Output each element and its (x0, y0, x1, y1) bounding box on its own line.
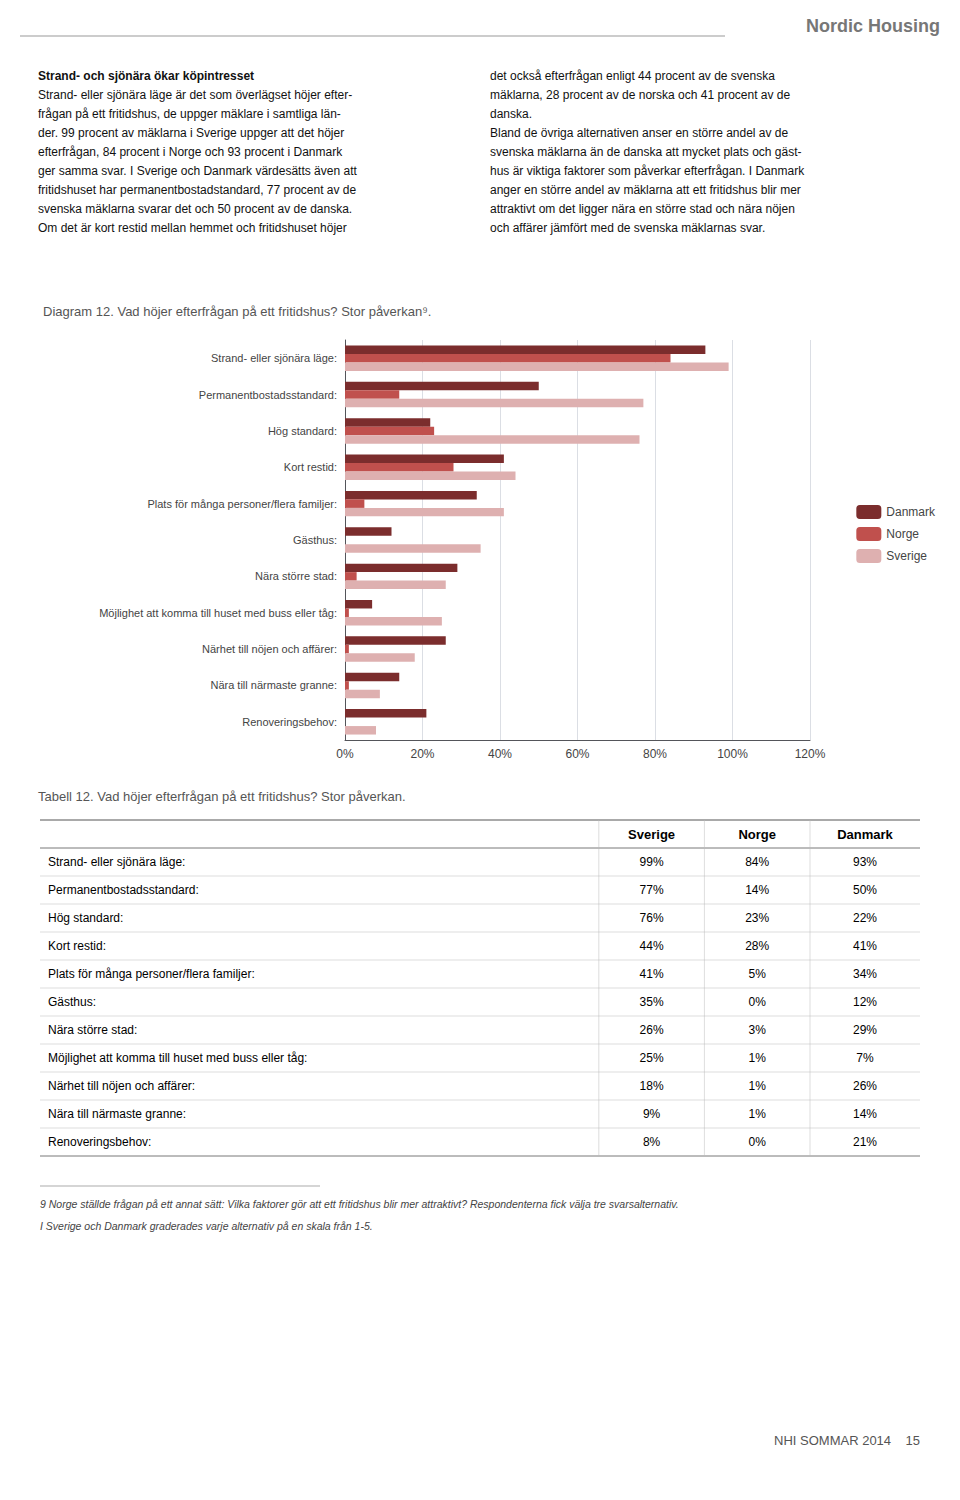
svg-text:0%: 0% (336, 747, 354, 761)
svg-text:Gästhus:: Gästhus: (48, 995, 96, 1009)
svg-text:Tabell 12. Vad höjer efterfråg: Tabell 12. Vad höjer efterfrågan på ett … (38, 789, 406, 804)
svg-text:Permanentbostadsstandard:: Permanentbostadsstandard: (48, 883, 199, 897)
svg-text:9%: 9% (643, 1107, 661, 1121)
svg-text:93%: 93% (853, 855, 877, 869)
svg-text:danska.: danska. (490, 107, 532, 121)
svg-text:Hög standard:: Hög standard: (268, 425, 337, 437)
svg-text:Nära större stad:: Nära större stad: (255, 570, 337, 582)
svg-text:1%: 1% (749, 1051, 767, 1065)
svg-text:35%: 35% (640, 995, 664, 1009)
svg-text:21%: 21% (853, 1135, 877, 1149)
svg-text:76%: 76% (640, 911, 664, 925)
svg-text:Plats för många personer/flera: Plats för många personer/flera familjer: (147, 498, 337, 510)
svg-text:Möjlighet att komma till huset: Möjlighet att komma till huset med buss … (48, 1051, 307, 1065)
svg-text:Hög standard:: Hög standard: (48, 911, 123, 925)
svg-text:1%: 1% (749, 1107, 767, 1121)
svg-text:NHI SOMMAR 2014 15: NHI SOMMAR 2014 15 (774, 1433, 920, 1448)
svg-text:efterfrågan, 84 procent i Norg: efterfrågan, 84 procent i Norge och 93 p… (38, 145, 343, 159)
svg-text:14%: 14% (853, 1107, 877, 1121)
svg-text:120%: 120% (795, 747, 826, 761)
svg-text:Bland de övriga alternativen a: Bland de övriga alternativen anser en st… (490, 126, 789, 140)
svg-text:och affärer jämfört med de sve: och affärer jämfört med de svenska mäkla… (490, 221, 765, 235)
svg-text:34%: 34% (853, 967, 877, 981)
svg-text:ger samma svar. I Sverige och: ger samma svar. I Sverige och Danmark vä… (38, 164, 357, 178)
svg-text:12%: 12% (853, 995, 877, 1009)
svg-text:Om det är kort restid mellan h: Om det är kort restid mellan hemmet och … (38, 221, 347, 235)
svg-text:1%: 1% (749, 1079, 767, 1093)
svg-text:Strand- eller sjönära läge är: Strand- eller sjönära läge är det som öv… (38, 88, 352, 102)
svg-text:Strand- eller sjönära läge:: Strand- eller sjönära läge: (48, 855, 185, 869)
svg-text:Nordic Housing: Nordic Housing (806, 16, 940, 36)
svg-text:Sverige: Sverige (628, 827, 675, 842)
svg-text:Strand- och sjönära ökar köpin: Strand- och sjönära ökar köpintresset (38, 69, 254, 83)
svg-text:der. 99 procent av mäklarna i: der. 99 procent av mäklarna i Sverige up… (38, 126, 344, 140)
svg-text:25%: 25% (640, 1051, 664, 1065)
svg-text:8%: 8% (643, 1135, 661, 1149)
svg-text:Närhet till nöjen och affärer:: Närhet till nöjen och affärer: (48, 1079, 195, 1093)
svg-text:Nära till närmaste granne:: Nära till närmaste granne: (48, 1107, 186, 1121)
svg-text:23%: 23% (745, 911, 769, 925)
svg-text:41%: 41% (853, 939, 877, 953)
svg-text:anger en större andel av mäkla: anger en större andel av mäklarna att et… (490, 183, 801, 197)
svg-text:41%: 41% (640, 967, 664, 981)
svg-text:20%: 20% (410, 747, 434, 761)
svg-text:mäklarna, 28 procent av de nor: mäklarna, 28 procent av de norska och 41… (490, 88, 791, 102)
svg-text:det också efterfrågan enligt 4: det också efterfrågan enligt 44 procent … (490, 69, 775, 83)
svg-text:frågan på ett fritidshus, de u: frågan på ett fritidshus, de uppger mäkl… (38, 107, 341, 121)
svg-text:Plats för många personer/flera: Plats för många personer/flera familjer: (48, 967, 255, 981)
svg-text:100%: 100% (717, 747, 748, 761)
svg-text:Norge: Norge (738, 827, 776, 842)
svg-text:Gästhus:: Gästhus: (293, 534, 337, 546)
svg-text:Renoveringsbehov:: Renoveringsbehov: (242, 716, 337, 728)
svg-text:Möjlighet att komma till huset: Möjlighet att komma till huset med buss … (99, 607, 337, 619)
svg-text:Danmark: Danmark (837, 827, 893, 842)
svg-text:Kort restid:: Kort restid: (284, 461, 337, 473)
svg-text:80%: 80% (643, 747, 667, 761)
svg-text:I Sverige och Danmark graderad: I Sverige och Danmark graderades varje a… (40, 1220, 373, 1232)
svg-text:svenska mäklarna svarar det oc: svenska mäklarna svarar det och 50 proce… (38, 202, 352, 216)
svg-text:18%: 18% (640, 1079, 664, 1093)
svg-text:99%: 99% (640, 855, 664, 869)
svg-text:40%: 40% (488, 747, 512, 761)
svg-text:Danmark: Danmark (886, 505, 936, 519)
svg-text:Renoveringsbehov:: Renoveringsbehov: (48, 1135, 151, 1149)
svg-text:50%: 50% (853, 883, 877, 897)
svg-text:60%: 60% (565, 747, 589, 761)
svg-text:Närhet till nöjen och affärer:: Närhet till nöjen och affärer: (202, 643, 337, 655)
svg-text:28%: 28% (745, 939, 769, 953)
svg-text:44%: 44% (640, 939, 664, 953)
svg-text:attraktivt om det ligger nära: attraktivt om det ligger nära en större … (490, 202, 795, 216)
svg-text:3%: 3% (749, 1023, 767, 1037)
svg-text:fritidshuset har permanentbost: fritidshuset har permanentbostadstandard… (38, 183, 357, 197)
svg-text:Strand- eller sjönära läge:: Strand- eller sjönära läge: (211, 352, 337, 364)
svg-text:Nära större stad:: Nära större stad: (48, 1023, 137, 1037)
svg-text:0%: 0% (749, 995, 767, 1009)
svg-text:7%: 7% (856, 1051, 874, 1065)
svg-text:22%: 22% (853, 911, 877, 925)
svg-text:84%: 84% (745, 855, 769, 869)
svg-text:hus är viktiga faktorer som på: hus är viktiga faktorer som påverkar eft… (490, 164, 805, 178)
svg-text:0%: 0% (749, 1135, 767, 1149)
svg-text:Permanentbostadsstandard:: Permanentbostadsstandard: (199, 389, 337, 401)
svg-text:9 Norge ställde frågan på ett: 9 Norge ställde frågan på ett annat sätt… (40, 1198, 679, 1210)
svg-text:29%: 29% (853, 1023, 877, 1037)
svg-text:Sverige: Sverige (886, 549, 927, 563)
svg-text:svenska mäklarna än de danska: svenska mäklarna än de danska att mycket… (490, 145, 802, 159)
svg-text:26%: 26% (640, 1023, 664, 1037)
svg-text:Nära till närmaste granne:: Nära till närmaste granne: (210, 679, 337, 691)
svg-text:Diagram 12. Vad höjer efterfrå: Diagram 12. Vad höjer efterfrågan på ett… (43, 304, 431, 319)
svg-text:14%: 14% (745, 883, 769, 897)
svg-text:Norge: Norge (886, 527, 919, 541)
svg-text:Kort restid:: Kort restid: (48, 939, 106, 953)
svg-text:26%: 26% (853, 1079, 877, 1093)
svg-text:5%: 5% (749, 967, 767, 981)
svg-text:77%: 77% (640, 883, 664, 897)
